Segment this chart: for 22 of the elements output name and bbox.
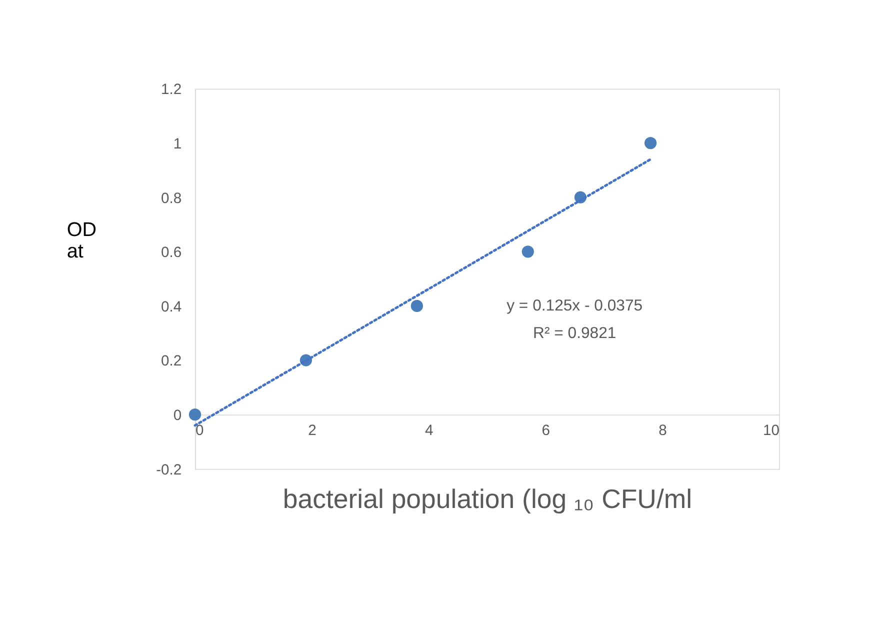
y-tick-label: -0.2 [156,462,182,478]
x-axis-title: bacterial population (log ₁₀ CFU/ml [282,484,692,514]
x-tick-label: 10 [763,422,780,439]
x-tick-label: 0 [195,422,204,439]
y-tick-label: 1 [173,136,182,153]
annotation: R² = 0.9821 [533,325,616,342]
x-tick-label: 2 [308,422,316,439]
x-tick-label: 4 [424,422,434,439]
point [644,137,657,150]
y-tick-label: 0.4 [161,299,182,316]
x-tick-label: 8 [658,422,667,439]
y-tick-label: 0 [173,408,182,424]
annotation: y = 0.125x - 0.0375 [506,297,643,314]
y-axis-title: OD at [66,218,96,263]
point [410,300,423,312]
point [188,408,202,421]
y-tick-label: 1.2 [161,82,182,98]
y-tick-label: 0.8 [161,190,182,207]
y-tick-label: 0.6 [161,245,182,262]
x-tick-label: 6 [542,422,550,439]
y-tick-label: 0.2 [161,354,182,370]
point [522,246,534,258]
